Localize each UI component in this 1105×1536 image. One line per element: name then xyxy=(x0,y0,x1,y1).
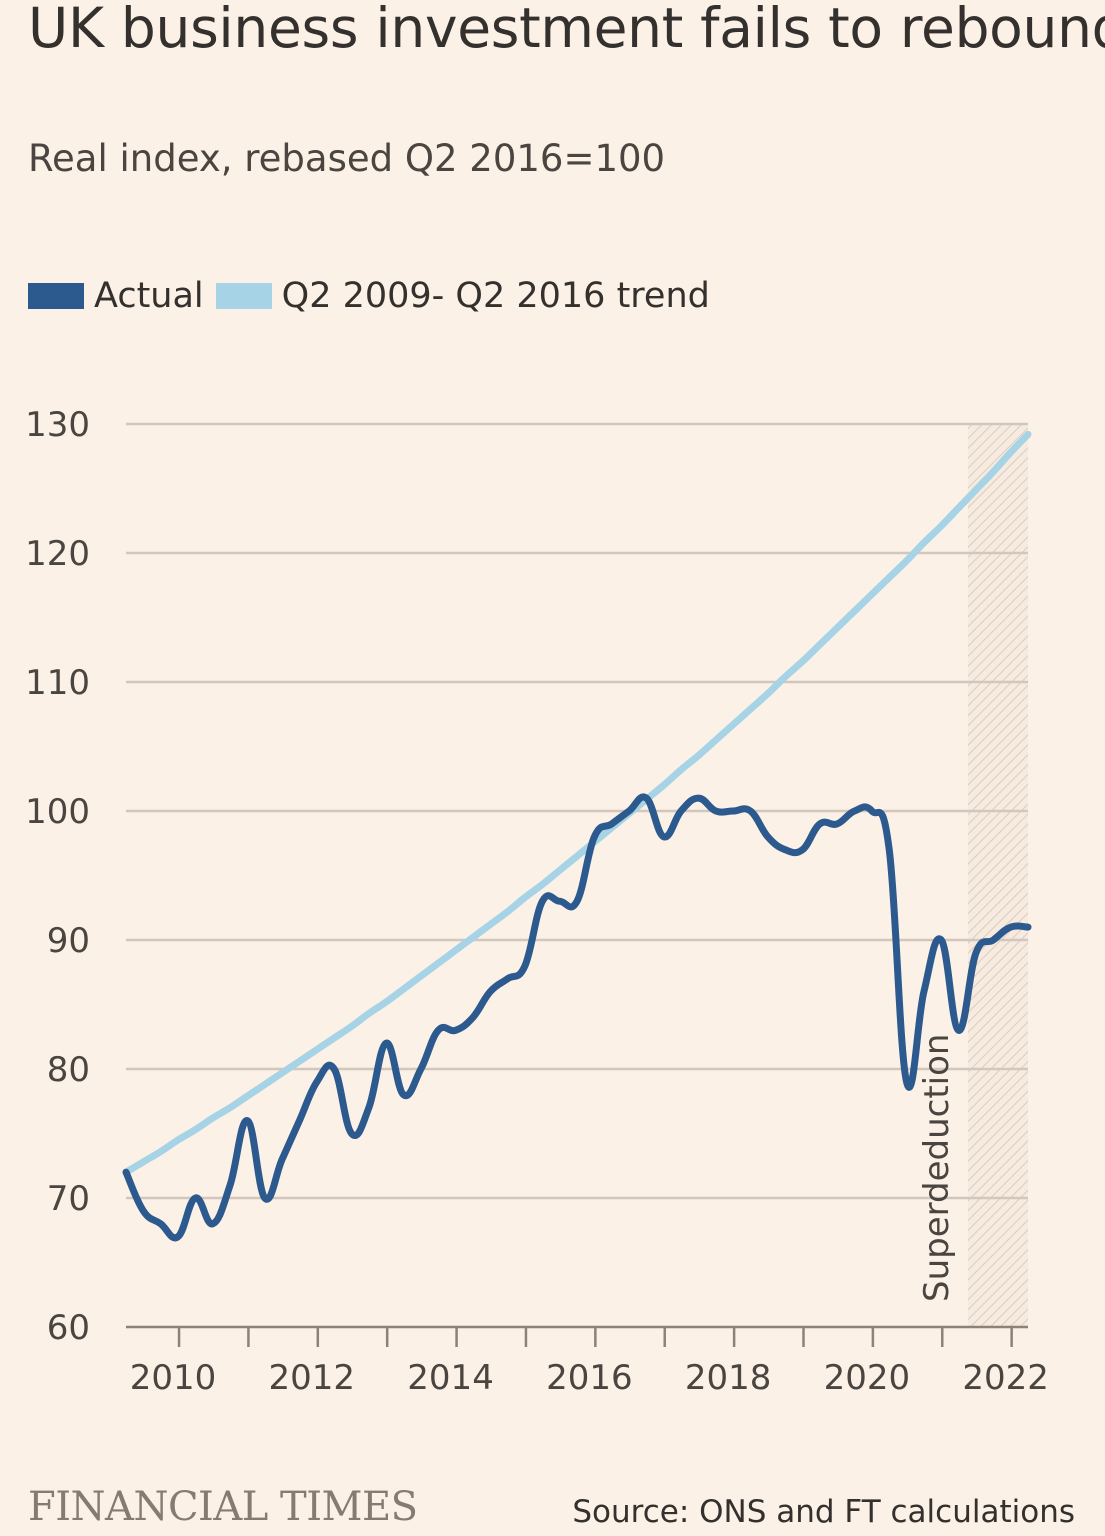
source-note: Source: ONS and FT calculations xyxy=(572,1494,1075,1530)
superdeduction-label: Superdeduction xyxy=(917,1034,957,1302)
superdeduction-shaded-period xyxy=(967,424,1028,1327)
x-tick-label: 2020 xyxy=(824,1358,911,1398)
chart-subtitle: Real index, rebased Q2 2016=100 xyxy=(28,137,666,180)
x-tick-label: 2022 xyxy=(962,1358,1049,1398)
legend-swatch-trend xyxy=(215,283,272,309)
legend: Actual Q2 2009- Q2 2016 trend xyxy=(28,276,722,316)
x-tick-label: 2018 xyxy=(685,1358,772,1398)
chart-title: UK business investment fails to rebound xyxy=(28,0,1105,60)
y-tick-label: 60 xyxy=(47,1308,90,1348)
x-tick-label: 2010 xyxy=(130,1358,217,1398)
legend-swatch-actual xyxy=(28,283,84,309)
y-tick-label: 110 xyxy=(25,663,90,703)
y-tick-label: 90 xyxy=(47,921,90,961)
series-line-actual xyxy=(122,793,1032,1242)
y-tick-label: 120 xyxy=(25,534,90,574)
x-tick-label: 2014 xyxy=(407,1358,494,1398)
x-tick-label: 2016 xyxy=(546,1358,633,1398)
legend-label-actual: Actual xyxy=(94,276,204,316)
x-tick-label: 2012 xyxy=(269,1358,356,1398)
y-tick-label: 80 xyxy=(47,1050,90,1090)
legend-item-trend: Q2 2009- Q2 2016 trend xyxy=(215,276,710,316)
ft-logo: FINANCIAL TIMES xyxy=(28,1484,418,1530)
y-tick-label: 100 xyxy=(25,792,90,832)
series-line-trend xyxy=(122,430,1032,1176)
y-tick-label: 70 xyxy=(47,1179,90,1219)
legend-item-actual: Actual xyxy=(28,276,204,316)
legend-label-trend: Q2 2009- Q2 2016 trend xyxy=(281,276,710,316)
y-tick-label: 130 xyxy=(25,405,90,445)
